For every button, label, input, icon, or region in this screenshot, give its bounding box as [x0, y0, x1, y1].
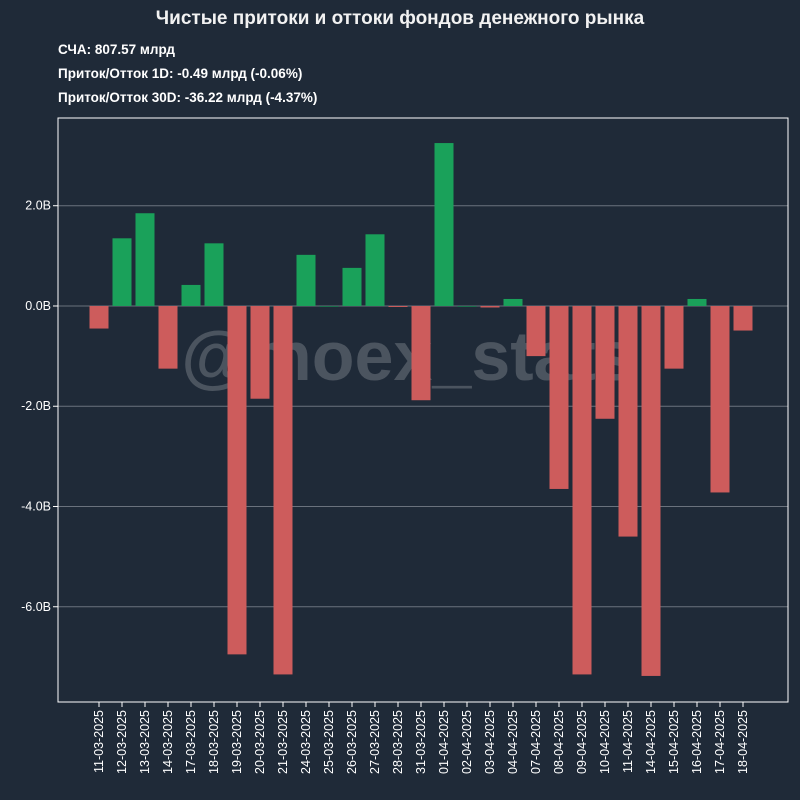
x-tick-label: 09-04-2025 [575, 710, 589, 774]
x-tick-label: 08-04-2025 [552, 710, 566, 774]
x-tick-label: 24-03-2025 [299, 710, 313, 774]
x-tick-label: 17-04-2025 [713, 710, 727, 774]
grid-lines [58, 205, 788, 608]
bar [595, 305, 615, 419]
bar [112, 238, 132, 306]
flow-30d-stat: Приток/Отток 30D: -36.22 млрд (-4.37%) [58, 90, 318, 105]
x-tick-label: 16-04-2025 [690, 710, 704, 774]
bar [227, 305, 247, 655]
bar [342, 267, 362, 306]
bar [457, 305, 477, 307]
bar [434, 143, 454, 306]
bar [733, 305, 753, 331]
bar [319, 305, 339, 307]
x-tick-label: 14-03-2025 [161, 710, 175, 774]
bar [687, 298, 707, 306]
x-tick-label: 31-03-2025 [414, 710, 428, 774]
x-tick-label: 19-03-2025 [230, 710, 244, 774]
plot-frame [57, 117, 789, 703]
x-tick-label: 18-04-2025 [736, 710, 750, 774]
x-tick-label: 11-03-2025 [92, 710, 106, 773]
bar [296, 254, 316, 306]
y-tick-label: -2.0B [21, 399, 51, 413]
y-tick-label: -6.0B [21, 600, 51, 614]
flow-1d-stat: Приток/Отток 1D: -0.49 млрд (-0.06%) [58, 66, 303, 81]
bar [250, 305, 270, 399]
bars [89, 143, 753, 676]
x-tick-label: 12-03-2025 [115, 710, 129, 774]
x-tick-label: 18-03-2025 [207, 710, 221, 774]
bar [388, 305, 408, 307]
bar [549, 305, 569, 489]
x-tick-label: 03-04-2025 [483, 710, 497, 774]
bar [135, 213, 155, 306]
x-tick-label: 21-03-2025 [276, 710, 290, 774]
x-tick-label: 04-04-2025 [506, 710, 520, 774]
x-tick-label: 28-03-2025 [391, 710, 405, 774]
x-tick-label: 25-03-2025 [322, 710, 336, 774]
aum-stat: СЧА: 807.57 млрд [58, 42, 175, 57]
bar [158, 305, 178, 369]
bar [204, 243, 224, 306]
bar [618, 305, 638, 537]
y-tick-label: 0.0B [25, 299, 51, 313]
bar [89, 305, 109, 329]
bar [411, 305, 431, 401]
bar [480, 305, 500, 308]
x-tick-label: 14-04-2025 [644, 710, 658, 774]
bar [572, 305, 592, 675]
bar [503, 298, 523, 306]
x-tick-label: 13-03-2025 [138, 710, 152, 774]
x-tick-label: 17-03-2025 [184, 710, 198, 774]
x-tick-label: 20-03-2025 [253, 710, 267, 774]
x-axis-ticks: 11-03-2025 12-03-2025 13-03-2025 14-03-2025… [92, 702, 750, 774]
x-tick-label: 10-04-2025 [598, 710, 612, 774]
y-tick-label: -4.0B [21, 499, 51, 513]
y-tick-label: 2.0B [25, 199, 51, 213]
bar [526, 305, 546, 357]
y-axis-ticks: 2.0B 0.0B -2.0B -4.0B -6.0B [21, 199, 58, 614]
x-tick-label: 02-04-2025 [460, 710, 474, 774]
x-tick-label: 11-04-2025 [621, 710, 635, 773]
x-tick-label: 15-04-2025 [667, 710, 681, 774]
x-tick-label: 07-04-2025 [529, 710, 543, 774]
bar [273, 305, 293, 675]
bar [181, 284, 201, 306]
x-tick-label: 01-04-2025 [437, 710, 451, 774]
bar [365, 234, 385, 306]
bar [641, 305, 661, 676]
x-tick-label: 27-03-2025 [368, 710, 382, 774]
chart-title: Чистые притоки и оттоки фондов денежного… [155, 8, 645, 29]
bar [710, 305, 730, 493]
x-tick-label: 26-03-2025 [345, 710, 359, 774]
bar [664, 305, 684, 369]
